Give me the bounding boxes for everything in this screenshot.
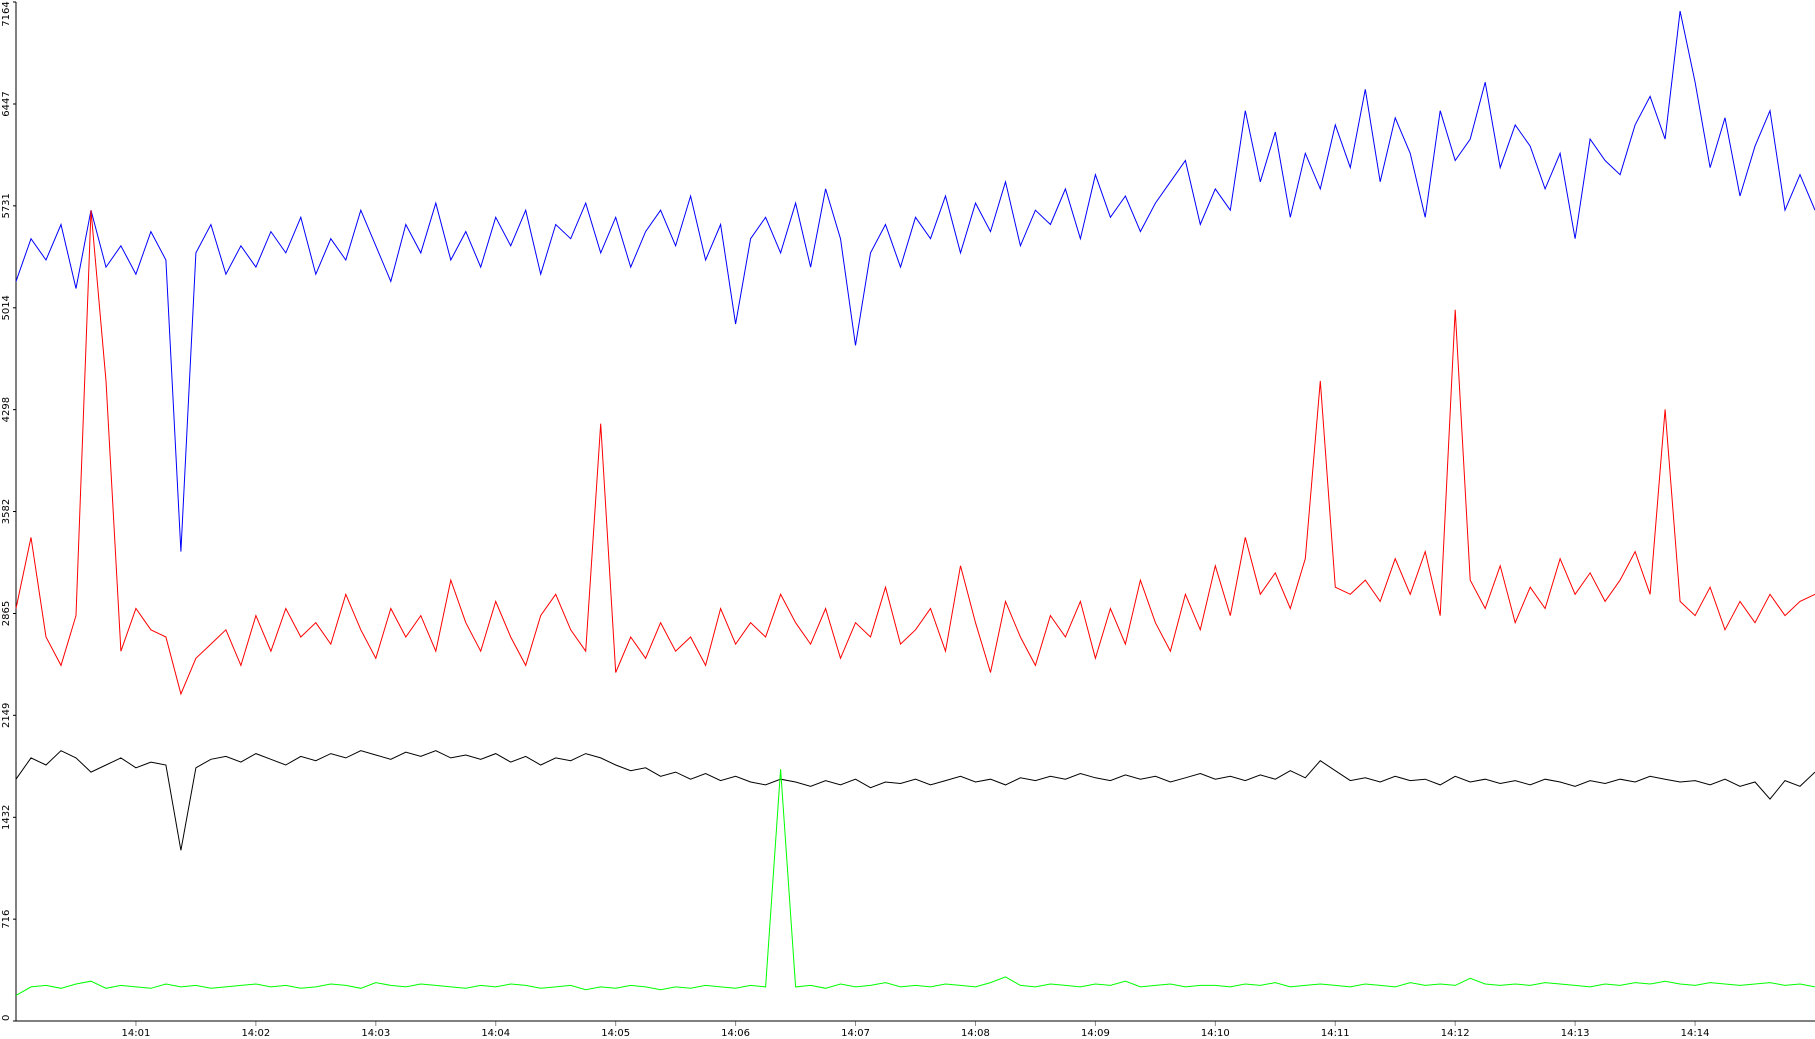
- series-line: [15, 769, 1815, 996]
- y-tick-label: 5731: [1, 193, 12, 218]
- x-tick-label: 14:09: [1081, 1028, 1110, 1039]
- y-tick-label: 716: [1, 910, 12, 929]
- y-tick-label: 3582: [1, 499, 12, 524]
- x-tick-label: 14:08: [961, 1028, 990, 1039]
- x-tick-label: 14:01: [122, 1028, 151, 1039]
- series-line: [15, 10, 1815, 552]
- x-tick-label: 14:11: [1321, 1028, 1350, 1039]
- x-tick-label: 14:10: [1201, 1028, 1230, 1039]
- y-tick-label: 7164: [1, 1, 12, 26]
- x-tick-label: 14:02: [241, 1028, 270, 1039]
- x-tick-label: 14:06: [721, 1028, 750, 1039]
- series-line: [15, 210, 1815, 696]
- y-tick-label: 2149: [1, 703, 12, 728]
- series-line: [15, 750, 1815, 851]
- x-tick-label: 14:05: [601, 1028, 630, 1039]
- x-tick-label: 14:12: [1441, 1028, 1470, 1039]
- y-tick-label: 1432: [1, 805, 12, 830]
- x-tick-label: 14:03: [361, 1028, 390, 1039]
- y-tick-label: 0: [1, 1015, 12, 1021]
- x-tick-label: 14:13: [1561, 1028, 1590, 1039]
- x-tick-label: 14:04: [481, 1028, 510, 1039]
- x-tick-label: 14:14: [1681, 1028, 1710, 1039]
- x-tick-label: 14:07: [841, 1028, 870, 1039]
- y-tick-label: 6447: [1, 91, 12, 116]
- y-tick-label: 4298: [1, 397, 12, 422]
- y-tick-label: 5014: [1, 295, 12, 320]
- y-tick-label: 2865: [1, 601, 12, 626]
